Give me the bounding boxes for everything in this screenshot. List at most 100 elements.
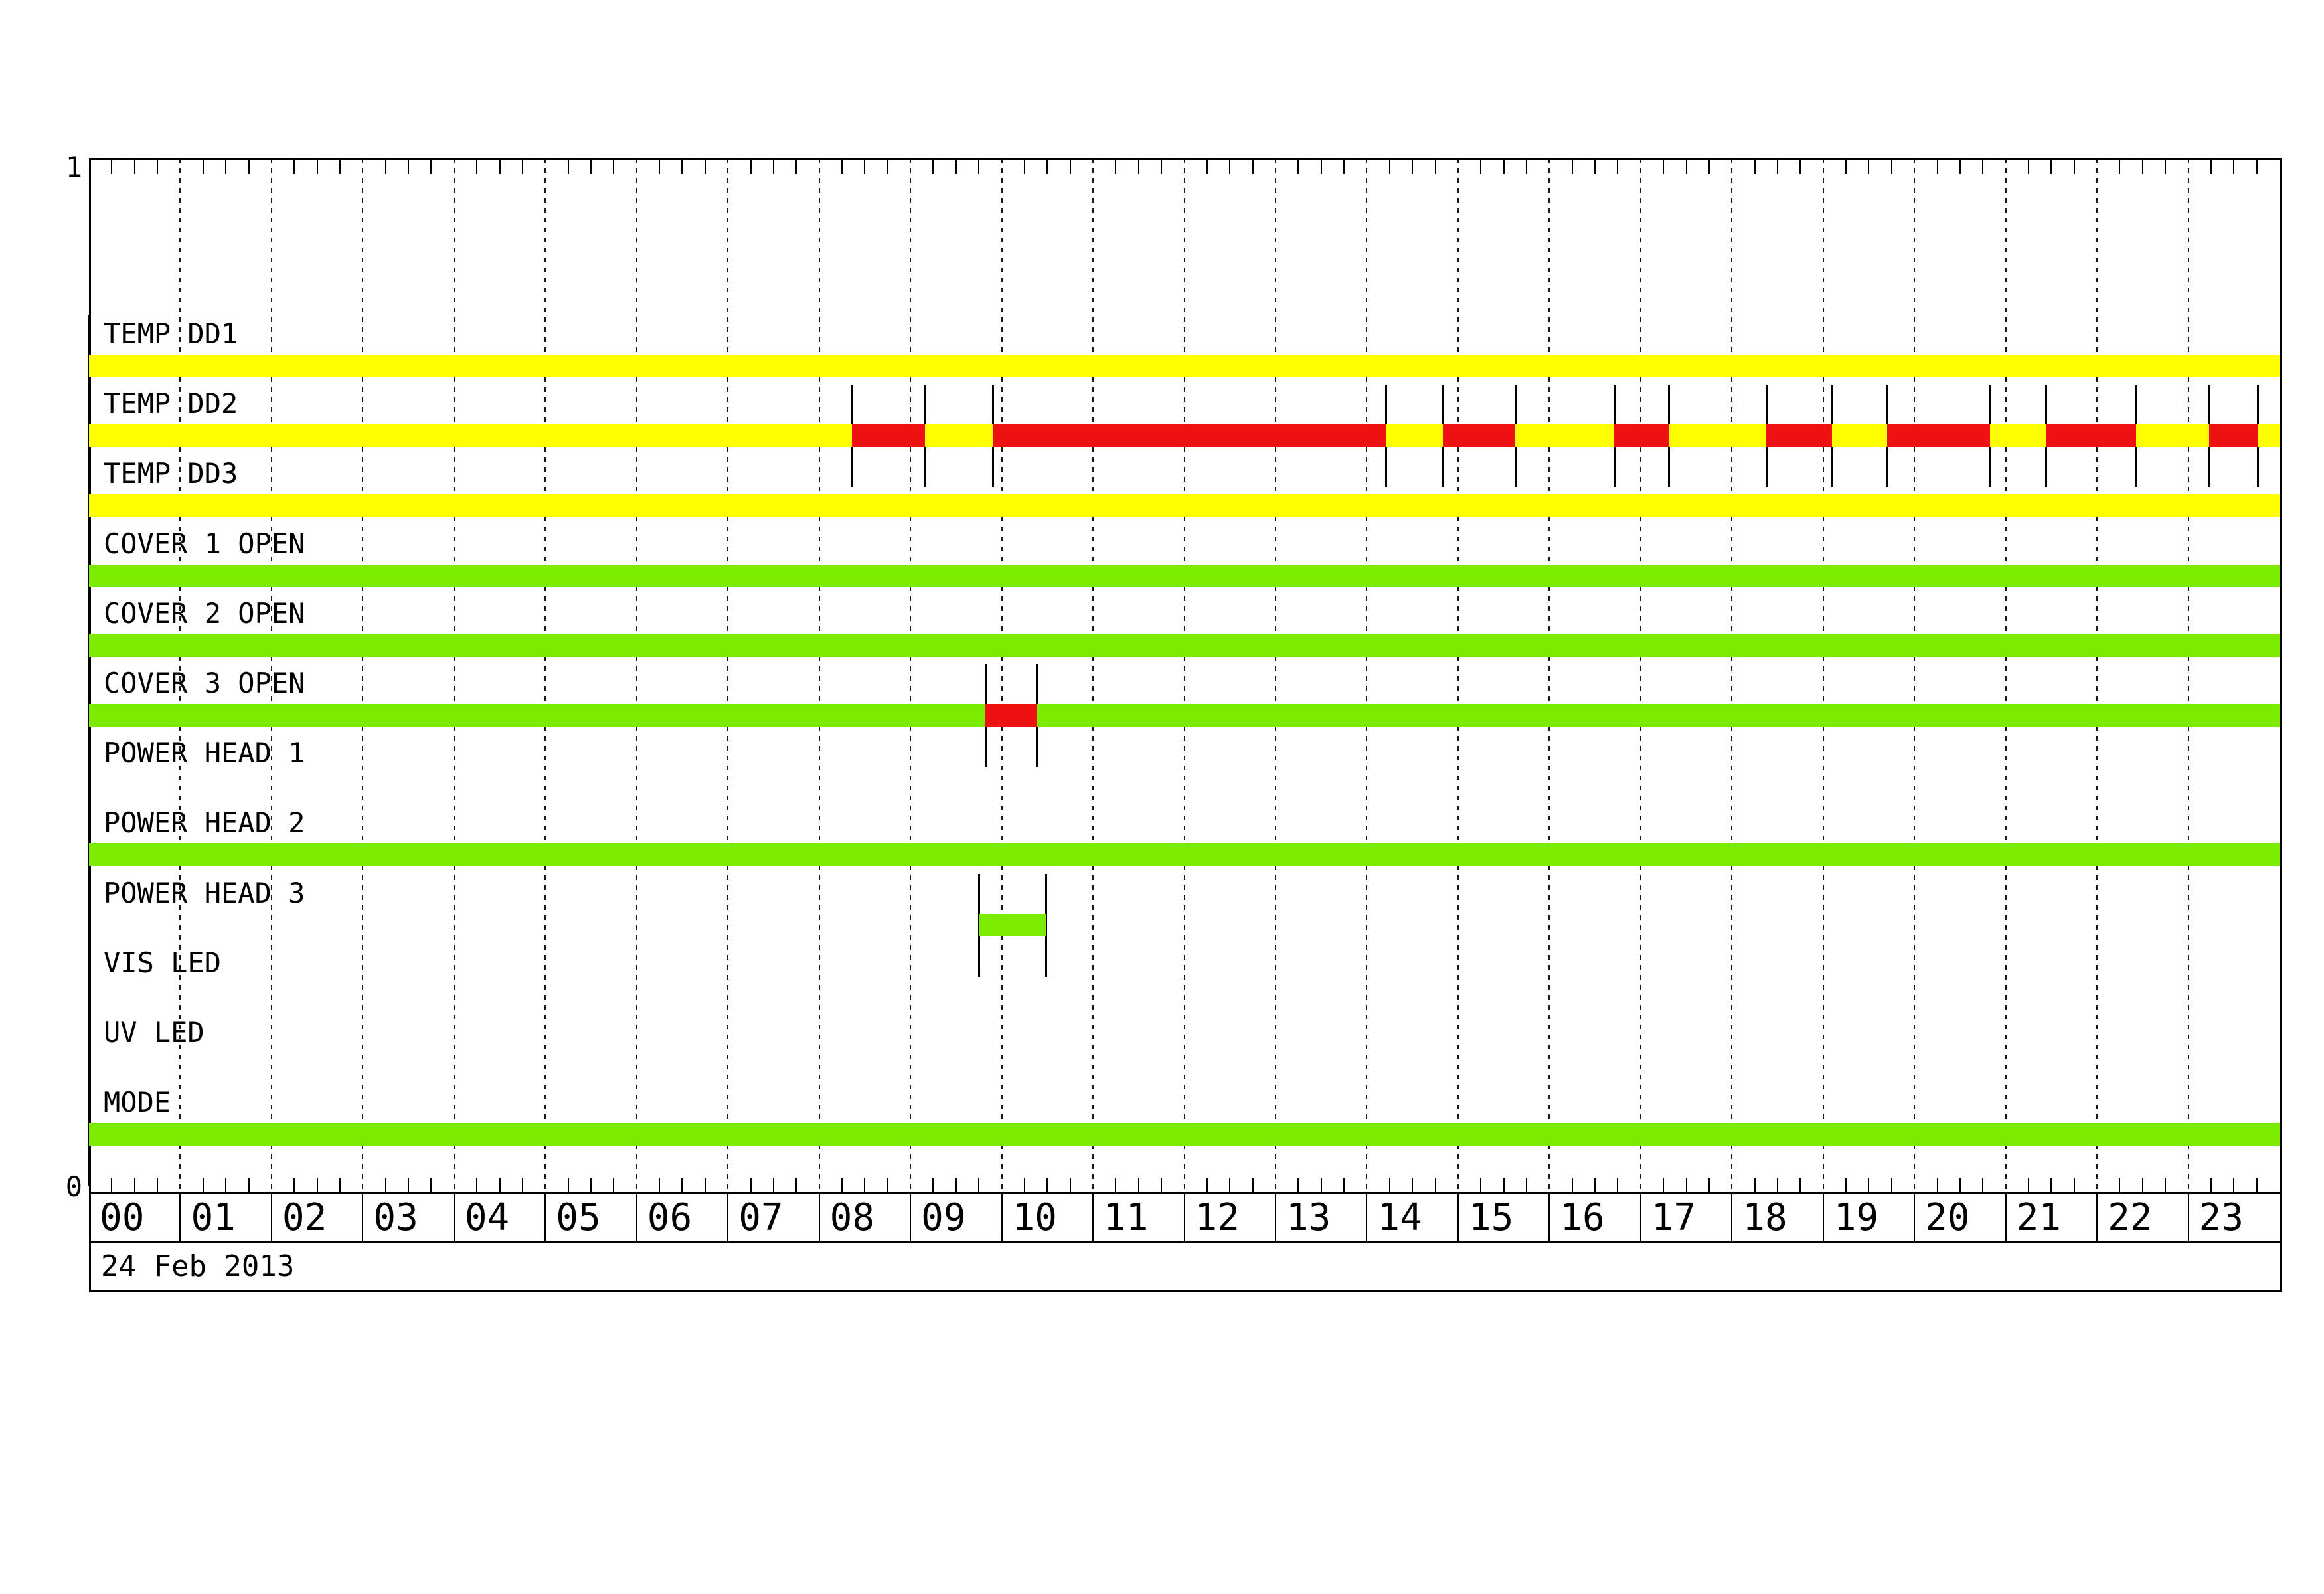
minor-tick-bottom	[202, 1178, 204, 1194]
minor-tick-top	[1023, 158, 1025, 174]
row-label-uv-led: UV LED	[104, 1016, 205, 1049]
hour-label-15: 15	[1468, 1196, 1514, 1239]
plot-border-right	[2280, 158, 2282, 1194]
minor-tick-top	[1776, 158, 1778, 174]
minor-tick-top	[111, 158, 113, 174]
minor-tick-top	[157, 158, 159, 174]
minor-tick-bottom	[2119, 1178, 2121, 1194]
hour-label-09: 09	[921, 1196, 966, 1239]
minor-tick-bottom	[1845, 1178, 1847, 1194]
bar-segment-temp-dd2-red	[2209, 424, 2258, 448]
minor-tick-top	[2073, 158, 2075, 174]
bar-segment-temp-dd2-red	[1766, 424, 1833, 448]
gridline-hour-02	[270, 158, 272, 1194]
minor-tick-bottom	[659, 1178, 661, 1194]
hour-band-separator	[1457, 1194, 1459, 1242]
bar-segment-temp-dd1-yellow	[89, 355, 2280, 377]
bar-segment-temp-dd2-red	[1442, 424, 1516, 448]
minor-tick-bottom	[932, 1178, 934, 1194]
minor-tick-top	[293, 158, 295, 174]
minor-tick-top	[1297, 158, 1299, 174]
hour-label-13: 13	[1286, 1196, 1331, 1239]
bar-segment-temp-dd3-yellow	[89, 494, 2280, 517]
gridline-hour-18	[1731, 158, 1733, 1194]
minor-tick-bottom	[1046, 1178, 1048, 1194]
hour-band-separator	[453, 1194, 455, 1242]
minor-tick-top	[1229, 158, 1231, 174]
minor-tick-bottom	[408, 1178, 410, 1194]
gridline-hour-08	[818, 158, 820, 1194]
hour-label-07: 07	[738, 1196, 784, 1239]
bar-segment-temp-dd2-red	[852, 424, 926, 448]
gridline-hour-16	[1548, 158, 1550, 1194]
minor-tick-bottom	[2210, 1178, 2212, 1194]
bar-segment-temp-dd2-yellow	[1832, 424, 1887, 448]
y-axis-min-label: 0	[65, 1170, 82, 1203]
minor-tick-top	[932, 158, 934, 174]
minor-tick-top	[955, 158, 957, 174]
transition-marker-vis-led	[88, 943, 90, 1047]
gridline-hour-15	[1457, 158, 1459, 1194]
minor-tick-bottom	[293, 1178, 295, 1194]
hour-label-03: 03	[373, 1196, 418, 1239]
bar-segment-temp-dd2-yellow	[2258, 424, 2280, 448]
minor-tick-bottom	[157, 1178, 159, 1194]
minor-tick-bottom	[1206, 1178, 1208, 1194]
minor-tick-bottom	[978, 1178, 980, 1194]
minor-tick-top	[430, 158, 432, 174]
hour-band-separator	[2096, 1194, 2098, 1242]
gridline-hour-14	[1366, 158, 1368, 1194]
hour-label-17: 17	[1651, 1196, 1697, 1239]
minor-tick-top	[886, 158, 888, 174]
minor-tick-bottom	[955, 1178, 957, 1194]
minor-tick-bottom	[1229, 1178, 1231, 1194]
minor-tick-top	[1503, 158, 1505, 174]
row-label-power-head-3: POWER HEAD 3	[104, 876, 305, 909]
minor-tick-top	[1868, 158, 1870, 174]
hour-band-separator	[818, 1194, 820, 1242]
minor-tick-bottom	[1503, 1178, 1505, 1194]
gridline-hour-23	[2187, 158, 2189, 1194]
minor-tick-bottom	[2233, 1178, 2235, 1194]
bar-segment-temp-dd2-red	[1886, 424, 1991, 448]
hour-label-06: 06	[647, 1196, 693, 1239]
minor-tick-top	[613, 158, 615, 174]
minor-tick-top	[1343, 158, 1345, 174]
minor-tick-top	[2119, 158, 2121, 174]
minor-tick-bottom	[1343, 1178, 1345, 1194]
bar-segment-cover-2-open-green	[89, 634, 2280, 657]
minor-tick-bottom	[1663, 1178, 1665, 1194]
minor-tick-bottom	[886, 1178, 888, 1194]
gridline-hour-06	[635, 158, 637, 1194]
minor-tick-bottom	[590, 1178, 592, 1194]
minor-tick-top	[659, 158, 661, 174]
minor-tick-top	[1663, 158, 1665, 174]
minor-tick-bottom	[1776, 1178, 1778, 1194]
transition-marker-uv-led	[88, 1014, 90, 1116]
minor-tick-bottom	[476, 1178, 478, 1194]
minor-tick-top	[1115, 158, 1117, 174]
minor-tick-top	[2165, 158, 2167, 174]
bar-segment-temp-dd2-yellow	[1669, 424, 1767, 448]
bar-segment-mode-green	[89, 1123, 2280, 1146]
hour-label-10: 10	[1012, 1196, 1058, 1239]
minor-tick-bottom	[1685, 1178, 1687, 1194]
minor-tick-top	[1434, 158, 1436, 174]
gridline-hour-22	[2096, 158, 2098, 1194]
minor-tick-top	[841, 158, 843, 174]
row-label-power-head-2: POWER HEAD 2	[104, 806, 305, 840]
hour-band-separator	[544, 1194, 546, 1242]
minor-tick-bottom	[1959, 1178, 1961, 1194]
minor-tick-top	[1982, 158, 1984, 174]
minor-tick-top	[704, 158, 706, 174]
hour-band-separator	[1274, 1194, 1276, 1242]
minor-tick-bottom	[841, 1178, 843, 1194]
minor-tick-top	[1936, 158, 1938, 174]
gridline-hour-05	[544, 158, 546, 1194]
bar-segment-temp-dd2-red	[2046, 424, 2137, 448]
hour-band-separator	[2005, 1194, 2007, 1242]
row-label-mode: MODE	[104, 1086, 171, 1119]
minor-tick-top	[864, 158, 866, 174]
minor-tick-top	[384, 158, 386, 174]
